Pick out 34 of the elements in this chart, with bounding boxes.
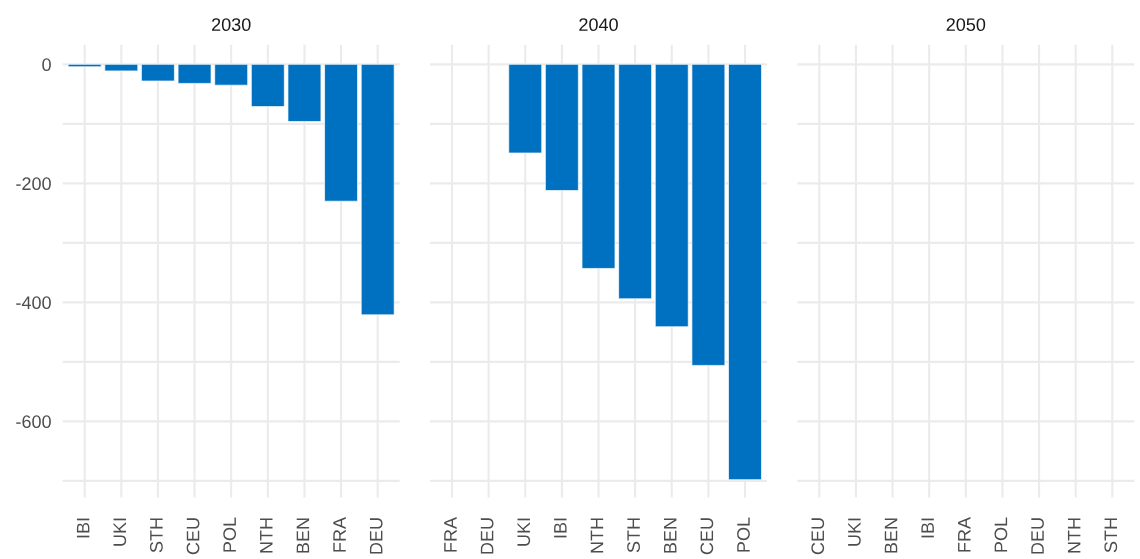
x-tick-label: STH — [150, 518, 163, 553]
x-tick-label: DEU — [480, 518, 494, 554]
x-tick-label: FRA — [333, 516, 346, 552]
y-tick-label: -200 — [16, 177, 51, 191]
x-tick-label: DEU — [1031, 518, 1044, 554]
x-tick-label: IBI — [554, 518, 567, 538]
x-tick-label: CEU — [186, 518, 200, 555]
x-tick-label: POL — [994, 517, 1008, 552]
x-tick-label: UKI — [113, 518, 127, 546]
x-tick-label: STH — [627, 518, 640, 553]
x-tick-label: NTH — [1067, 518, 1081, 553]
x-tick-label: CEU — [700, 518, 714, 555]
x-tick-label: NTH — [590, 518, 604, 553]
x-tick-label: IBI — [921, 518, 934, 538]
x-tick-label: FRA — [958, 516, 971, 552]
x-tick-label: BEN — [664, 518, 677, 553]
y-tick-label: 0 — [42, 58, 51, 72]
y-tick-label: -400 — [16, 296, 51, 310]
x-tick-label: FRA — [444, 516, 457, 552]
x-tick-label: CEU — [811, 518, 825, 555]
x-tick-label: IBI — [76, 518, 90, 538]
x-tick-label: UKI — [517, 518, 531, 546]
chart-title: 2050 — [946, 18, 986, 32]
x-tick-label: BEN — [296, 518, 310, 553]
x-tick-label: UKI — [848, 518, 861, 546]
x-tick-label: NTH — [260, 518, 273, 553]
x-tick-label: BEN — [884, 518, 898, 553]
chart-title: 2030 — [212, 18, 251, 32]
x-tick-label: POL — [737, 517, 750, 552]
chart-title: 2040 — [579, 18, 618, 32]
x-tick-label: DEU — [369, 518, 383, 554]
y-tick-label: -600 — [16, 415, 51, 429]
x-tick-label: POL — [223, 517, 237, 552]
x-tick-label: STH — [1104, 518, 1118, 553]
